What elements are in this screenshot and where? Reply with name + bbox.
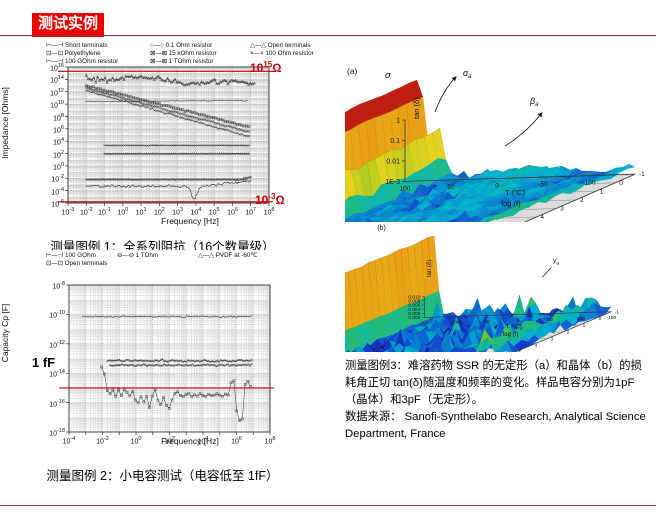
svg-text:0.010: 0.010 — [408, 295, 420, 301]
svg-text:50: 50 — [447, 184, 455, 191]
svg-text:4: 4 — [535, 343, 538, 349]
svg-text:0.01: 0.01 — [386, 158, 400, 165]
svg-text:log (f): log (f) — [501, 199, 521, 208]
svg-text:-50: -50 — [538, 181, 548, 188]
svg-text:γa: γa — [553, 256, 560, 267]
svg-text:0: 0 — [599, 316, 602, 322]
svg-text:2: 2 — [580, 197, 584, 204]
svg-text:3: 3 — [560, 206, 564, 213]
svg-text:-100: -100 — [582, 180, 595, 187]
svg-text:-1: -1 — [639, 171, 645, 178]
svg-text:βa: βa — [529, 96, 539, 108]
svg-text:150: 150 — [420, 321, 428, 327]
svg-text:log (f): log (f) — [503, 331, 519, 338]
svg-text:αa: αa — [463, 68, 472, 80]
svg-text:tan (δ): tan (δ) — [426, 260, 433, 278]
svg-text:-100: -100 — [575, 316, 585, 322]
svg-text:(a): (a) — [347, 66, 358, 76]
svg-text:-50: -50 — [546, 317, 553, 323]
svg-text:0.1: 0.1 — [390, 138, 400, 145]
svg-text:-1: -1 — [615, 309, 620, 315]
svg-text:1: 1 — [600, 188, 604, 195]
svg-text:100: 100 — [452, 320, 460, 326]
svg-text:1E-3: 1E-3 — [385, 179, 400, 186]
svg-text:σ: σ — [385, 70, 392, 81]
svg-text:5: 5 — [519, 350, 522, 352]
svg-text:0: 0 — [619, 180, 623, 187]
svg-text:4: 4 — [540, 214, 544, 221]
svg-text:0: 0 — [495, 183, 499, 190]
svg-text:(b): (b) — [377, 225, 385, 232]
svg-text:T (°C): T (°C) — [505, 188, 525, 197]
svg-text:-150: -150 — [607, 315, 617, 321]
svg-text:3: 3 — [551, 336, 554, 342]
svg-text:2: 2 — [567, 330, 570, 336]
svg-text:100: 100 — [400, 185, 411, 192]
svg-text:1: 1 — [583, 323, 586, 329]
svg-text:T (°C): T (°C) — [506, 323, 522, 330]
svg-text:tan (δ): tan (δ) — [412, 97, 421, 119]
svg-text:50: 50 — [484, 319, 490, 325]
svg-text:1: 1 — [396, 118, 400, 125]
